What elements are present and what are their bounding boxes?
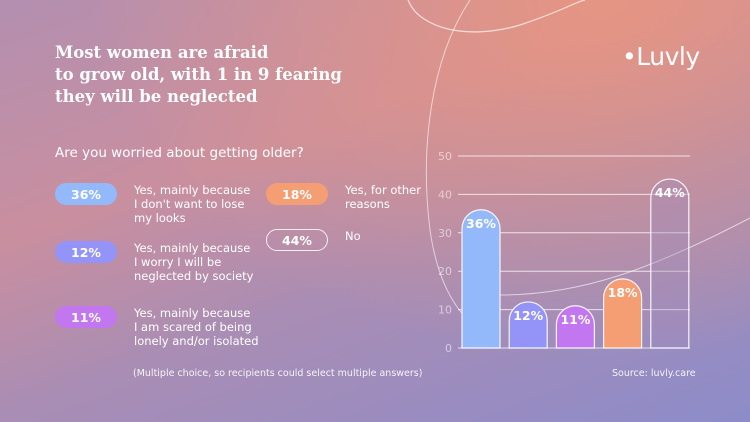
legend-label-line: neglected by society [134, 269, 254, 283]
legend-label-line: I am scared of being [134, 320, 252, 334]
legend-item: 12% Yes, mainly because I worry I will be n… [55, 241, 274, 283]
bar-value-label: 11% [560, 312, 590, 327]
bar [603, 278, 643, 349]
y-tick-label: 30 [438, 227, 452, 240]
legend-label-line: lonely and/or isolated [134, 334, 259, 348]
bar [650, 178, 690, 349]
legend-item: 36% Yes, mainly because I don't want to lo… [55, 183, 274, 225]
legend-value-pill: 12% [55, 241, 117, 263]
legend-value-pill: 36% [55, 183, 117, 205]
bar-value-label: 18% [608, 285, 638, 300]
legend-label: Yes, for other reasons [345, 183, 485, 211]
y-tick-label: 40 [438, 188, 452, 201]
legend-item: 18% Yes, for other reasons [266, 183, 485, 211]
bar-value-label: 12% [513, 308, 543, 323]
y-tick-label: 50 [438, 150, 452, 163]
title-line: they will be neglected [55, 87, 258, 106]
page-title: Most women are afraid to grow old, with … [55, 42, 355, 108]
source-note: Source: luvly.care [612, 368, 696, 379]
y-tick-label: 20 [438, 265, 452, 278]
bar [461, 209, 501, 349]
luvly-logo: •Luvly [622, 42, 700, 71]
legend-label: No [345, 229, 485, 243]
bar [555, 305, 595, 349]
title-line: Most women are afraid [55, 43, 269, 62]
legend-label-line: reasons [345, 197, 390, 211]
legend-label-line: my looks [134, 211, 186, 225]
legend-label-line: I worry I will be [134, 255, 222, 269]
legend-label: Yes, mainly because I don't want to lose m… [134, 183, 274, 225]
legend-label-line: Yes, mainly because [134, 183, 251, 197]
legend-label: Yes, mainly because I am scared of being l… [134, 306, 274, 348]
survey-question: Are you worried about getting older? [55, 145, 304, 161]
footnote: (Multiple choice, so recipients could se… [133, 368, 423, 379]
legend-label-line: I don't want to lose [134, 197, 245, 211]
bar [508, 301, 548, 349]
bar-value-label: 44% [655, 185, 685, 200]
legend-label: Yes, mainly because I worry I will be negl… [134, 241, 274, 283]
legend-label-line: Yes, mainly because [134, 306, 251, 320]
y-tick-label: 0 [445, 342, 452, 355]
legend-value-pill: 44% [266, 229, 328, 251]
legend-value-pill: 11% [55, 306, 117, 328]
y-tick-label: 10 [438, 304, 452, 317]
legend-item: 11% Yes, mainly because I am scared of bei… [55, 306, 274, 348]
title-line: to grow old, with 1 in 9 fearing [55, 65, 342, 84]
legend-value-pill: 18% [266, 183, 328, 205]
legend-label-line: Yes, mainly because [134, 241, 251, 255]
legend-label-line: Yes, for other [345, 183, 421, 197]
legend-label-line: No [345, 229, 361, 243]
legend-item: 44% No [266, 229, 485, 251]
bar-value-label: 36% [466, 216, 496, 231]
